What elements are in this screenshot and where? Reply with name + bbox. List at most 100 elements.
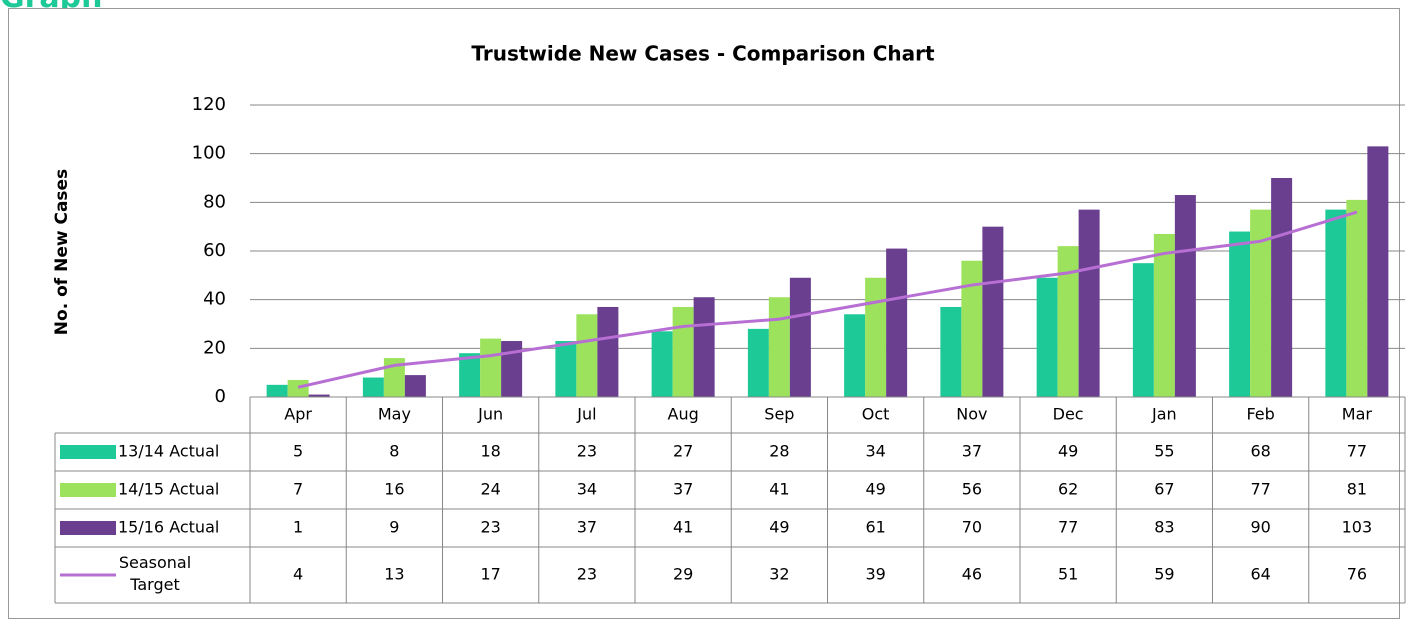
legend-label-box: Seasonal Target: [118, 553, 192, 594]
chart-title: Trustwide New Cases - Comparison Chart: [471, 42, 935, 66]
legend-label: Seasonal Target: [118, 553, 192, 594]
table-value: 13: [384, 565, 404, 584]
table-value: 7: [293, 480, 303, 499]
table-value: 83: [1154, 518, 1174, 537]
table-value: 81: [1347, 480, 1367, 499]
bar: [982, 226, 1004, 397]
x-tick-label: Oct: [862, 405, 890, 424]
table-value: 17: [480, 565, 500, 584]
x-tick-label: Apr: [284, 405, 312, 424]
table-value: 56: [962, 480, 982, 499]
table-value: 23: [577, 565, 597, 584]
bar: [1153, 233, 1175, 397]
table-value: 32: [769, 565, 789, 584]
table-value: 37: [962, 442, 982, 461]
bar: [844, 314, 866, 397]
bar: [404, 375, 426, 397]
y-axis-label: No. of New Cases: [52, 169, 72, 335]
x-tick-label: Dec: [1053, 405, 1084, 424]
x-tick-label: Nov: [956, 405, 987, 424]
y-tick-label: 20: [203, 337, 226, 358]
table-value: 46: [962, 565, 982, 584]
table-value: 24: [480, 480, 500, 499]
table-value: 37: [577, 518, 597, 537]
table-value: 67: [1154, 480, 1174, 499]
table-value: 16: [384, 480, 404, 499]
bar: [768, 297, 790, 397]
table-value: 27: [673, 442, 693, 461]
table-value: 77: [1347, 442, 1367, 461]
table-value: 41: [769, 480, 789, 499]
bar: [266, 384, 288, 397]
bar: [287, 379, 309, 397]
bar: [789, 277, 811, 397]
table-value: 49: [865, 480, 885, 499]
table-value: 70: [962, 518, 982, 537]
table-value: 51: [1058, 565, 1078, 584]
bar: [576, 314, 598, 397]
bar: [1250, 209, 1272, 397]
legend-swatch: [60, 521, 116, 535]
table-value: 68: [1250, 442, 1270, 461]
table-value: 39: [865, 565, 885, 584]
x-tick-label: May: [378, 405, 411, 424]
legend-label: 13/14 Actual: [118, 442, 219, 461]
bar: [1346, 199, 1368, 397]
bar: [1271, 178, 1293, 397]
legend-swatch: [60, 483, 116, 497]
bar: [865, 277, 887, 397]
bar: [1057, 246, 1079, 397]
y-tick-label: 40: [203, 289, 226, 310]
bar: [308, 394, 330, 397]
bar: [1229, 231, 1251, 397]
table-value: 1: [293, 518, 303, 537]
bar: [362, 377, 384, 397]
table-value: 34: [865, 442, 885, 461]
bar: [501, 341, 523, 397]
table-value: 49: [1058, 442, 1078, 461]
y-tick-label: 100: [192, 143, 226, 164]
y-tick-label: 80: [203, 191, 226, 212]
bar: [1325, 209, 1347, 397]
table-value: 23: [577, 442, 597, 461]
legend-swatch: [60, 445, 116, 459]
table-value: 23: [480, 518, 500, 537]
table-value: 8: [389, 442, 399, 461]
bar: [459, 353, 481, 397]
x-tick-label: Aug: [668, 405, 699, 424]
bar: [651, 331, 673, 397]
x-tick-label: Jun: [477, 405, 503, 424]
table-value: 103: [1342, 518, 1373, 537]
bar: [940, 306, 962, 397]
table-value: 34: [577, 480, 597, 499]
table-value: 49: [769, 518, 789, 537]
table-value: 77: [1250, 480, 1270, 499]
x-tick-label: Feb: [1246, 405, 1274, 424]
table-value: 37: [673, 480, 693, 499]
table-value: 4: [293, 565, 303, 584]
table-value: 41: [673, 518, 693, 537]
bar: [1078, 209, 1100, 397]
x-tick-label: Jan: [1151, 405, 1177, 424]
bar: [597, 306, 619, 397]
legend-label: 14/15 Actual: [118, 480, 219, 499]
x-tick-label: Mar: [1342, 405, 1373, 424]
table-value: 18: [480, 442, 500, 461]
table-value: 77: [1058, 518, 1078, 537]
bar: [961, 260, 983, 397]
bar: [886, 248, 908, 397]
y-tick-label: 0: [215, 386, 226, 407]
bar: [1367, 146, 1389, 397]
table-value: 61: [865, 518, 885, 537]
x-tick-label: Jul: [576, 405, 596, 424]
table-value: 5: [293, 442, 303, 461]
table-value: 55: [1154, 442, 1174, 461]
table-value: 9: [389, 518, 399, 537]
bar: [672, 306, 694, 397]
bar: [1174, 195, 1196, 397]
bar: [1132, 263, 1154, 397]
bar: [747, 328, 769, 397]
y-tick-label: 120: [192, 94, 226, 115]
